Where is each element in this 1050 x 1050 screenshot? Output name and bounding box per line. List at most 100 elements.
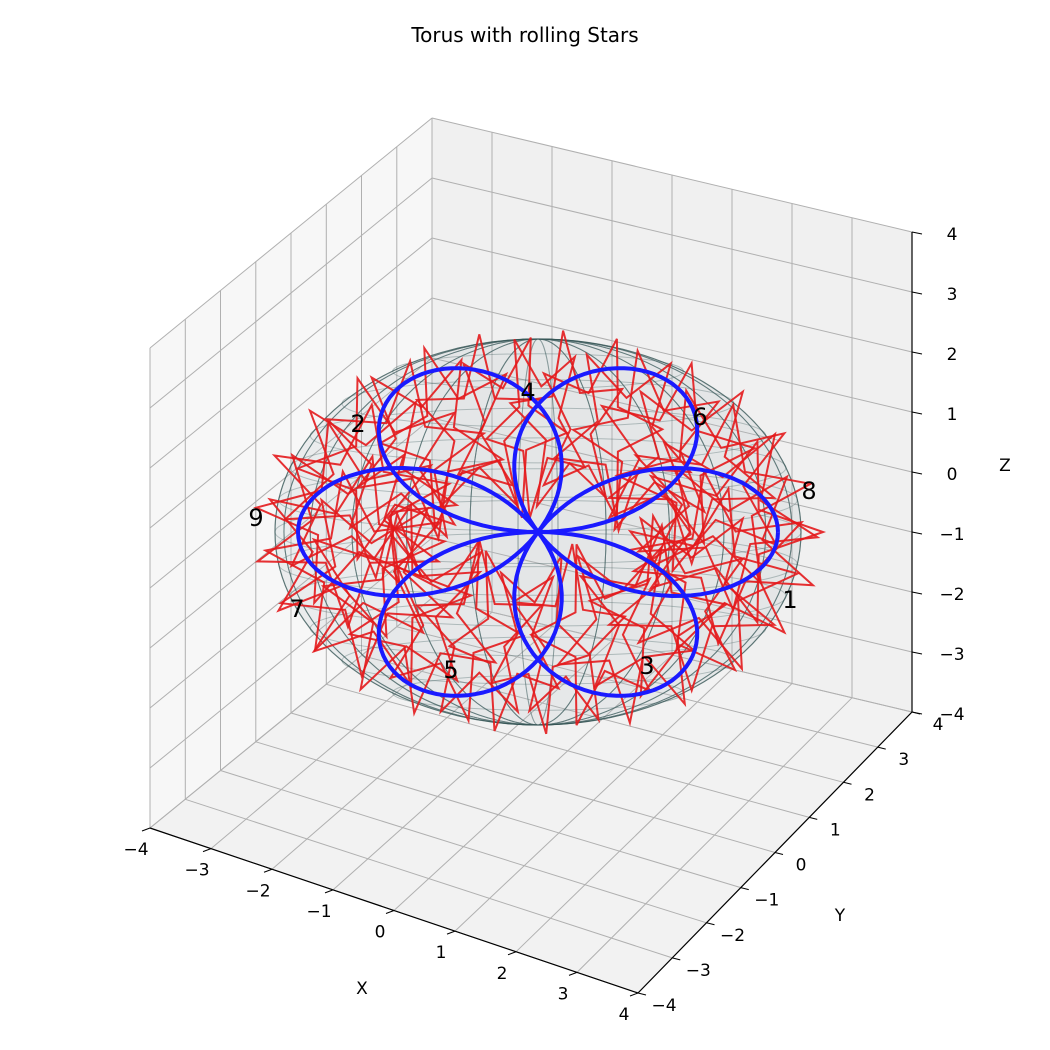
grid-line [431,237,913,353]
floor-pane [150,598,912,993]
axis-lines [141,231,923,997]
torus-knot [296,366,780,698]
y-tick-mark [740,887,749,891]
x-tick-mark [141,827,151,832]
grid-line [576,697,853,973]
z-tick-label: 4 [947,225,958,245]
y-tick-mark [637,992,647,996]
star [555,544,697,727]
x-tick-label: −4 [123,840,148,860]
annotation-label-6: 6 [692,403,707,431]
annotation-label-4: 4 [520,378,535,406]
grid-line [290,712,776,853]
x-tick-mark [446,930,456,935]
star [630,465,816,647]
star [484,338,587,519]
x-tick-label: −1 [306,902,331,922]
y-tick-label: 0 [796,856,807,876]
star [262,468,443,653]
y-tick-label: −1 [754,891,779,911]
x-tick-label: −2 [245,881,270,901]
z-tick-label: 1 [947,405,958,425]
grid-line [431,177,913,293]
x-tick-label: 0 [375,923,386,943]
y-tick-label: 2 [864,785,875,805]
grid-line [149,237,433,469]
z-tick-mark [911,531,923,535]
x-tick-mark [507,951,517,956]
y-tick-mark [843,781,852,785]
grid-line [431,117,913,233]
grid-line [454,668,733,932]
x-tick-mark [324,889,334,894]
annotation-label-9: 9 [248,504,263,532]
grid-line [149,117,433,349]
z-tick-mark [911,351,923,355]
y-tick-labels: −4 −3 −2 −1 0 1 2 3 4 [651,715,943,1016]
star [606,389,778,567]
x-tick-label: 1 [436,943,447,963]
grid-line [515,683,793,953]
y-tick-label: −2 [720,926,745,946]
annotation-label-5: 5 [443,656,458,684]
star [606,516,778,694]
y-tick-mark [706,922,715,926]
y-tick-mark [877,746,886,750]
star [599,359,758,547]
y-tick-label: 4 [933,715,944,735]
z-tick-label: 3 [947,285,958,305]
x-tick-mark [385,910,395,914]
x-tick-mark [629,992,639,997]
y-tick-label: 3 [898,750,909,770]
z-tick-mark [911,411,923,415]
star [347,531,498,717]
star [414,539,544,715]
z-tick-mark [911,711,923,715]
grid-line [149,177,433,409]
z-tick-mark [911,291,923,295]
x-tick-mark [202,848,212,853]
star [623,468,805,653]
chart-title: Torus with rolling Stars [410,23,638,47]
z-tick-labels: −4 −3 −2 −1 0 1 2 3 4 [939,225,964,725]
z-tick-label: −4 [939,705,964,725]
y-tick-label: −3 [686,961,711,981]
z-tick-label: −1 [939,525,964,545]
annotation-label-7: 7 [289,595,304,623]
z-tick-mark [911,651,923,655]
y-tick-mark [809,816,818,820]
x-tick-label: −3 [184,861,209,881]
z-tick-mark [911,231,923,235]
y-axis-label: Y [834,906,846,926]
y-tick-mark [774,852,784,855]
z-tick-label: 2 [947,345,958,365]
y-tick-mark [672,957,681,961]
rolling-stars [253,330,827,735]
x-tick-mark [263,868,273,873]
annotation-label-1: 1 [782,586,797,614]
annotation-label-2: 2 [350,410,365,438]
star [508,330,625,510]
x-tick-mark [568,971,578,976]
z-tick-mark [911,591,923,595]
star [253,419,434,606]
z-tick-mark [911,471,923,475]
z-tick-label: −2 [939,585,964,605]
grid-line [326,683,810,818]
x-axis-label: X [356,979,368,999]
annotation-label-3: 3 [639,652,654,680]
star [511,543,628,724]
point-annotations: 1 2 3 4 5 6 7 8 9 [248,378,816,684]
star [578,521,729,708]
grid-line [431,297,913,413]
x-tick-label: 2 [497,964,508,984]
x-tick-label: 4 [619,1005,630,1025]
star [447,550,561,732]
star [489,554,592,735]
star [614,387,787,574]
star [278,497,455,679]
grid-line [149,297,433,529]
star [271,401,453,587]
